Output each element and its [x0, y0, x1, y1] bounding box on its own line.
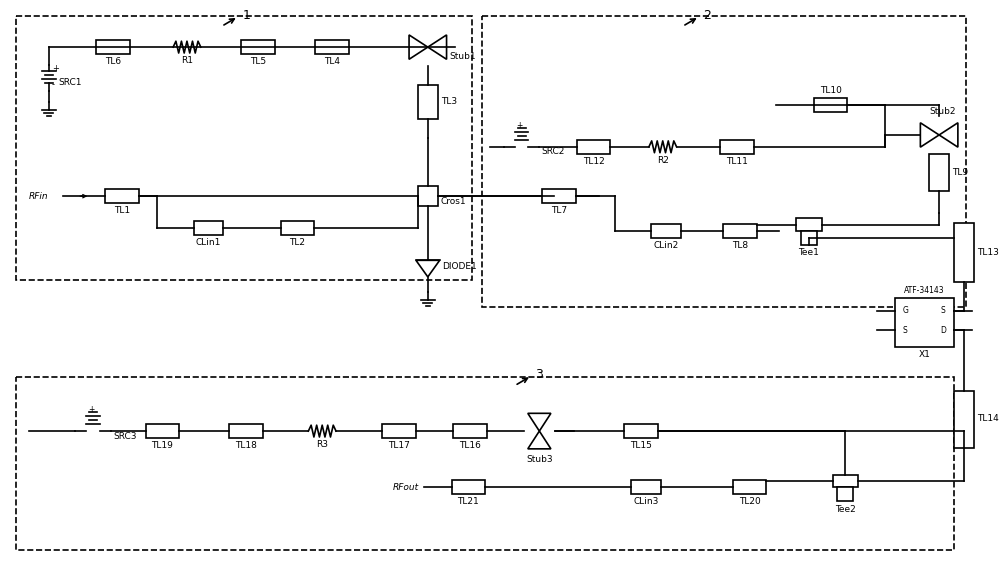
- Bar: [837, 487, 853, 501]
- Text: TL3: TL3: [441, 97, 457, 106]
- Bar: [194, 221, 223, 235]
- Text: TL4: TL4: [324, 57, 340, 66]
- Bar: [418, 84, 438, 119]
- Text: ATF-34143: ATF-34143: [904, 286, 945, 295]
- Text: CLin2: CLin2: [653, 241, 678, 250]
- Text: TL16: TL16: [459, 441, 481, 450]
- Bar: [954, 390, 974, 448]
- Text: TL10: TL10: [820, 87, 841, 96]
- Text: TL14: TL14: [977, 414, 998, 423]
- Text: CLin3: CLin3: [633, 497, 659, 506]
- Text: TL1: TL1: [114, 206, 130, 215]
- Text: D: D: [940, 326, 946, 335]
- Text: TL8: TL8: [732, 241, 748, 250]
- Bar: [651, 224, 681, 238]
- Text: TL17: TL17: [388, 441, 410, 450]
- Bar: [16, 377, 954, 549]
- Text: TL12: TL12: [583, 157, 605, 166]
- Text: 3: 3: [535, 368, 543, 381]
- Text: TL19: TL19: [151, 441, 173, 450]
- Bar: [929, 154, 949, 191]
- Bar: [733, 481, 766, 494]
- Bar: [801, 231, 817, 245]
- Bar: [315, 40, 349, 54]
- Bar: [281, 221, 314, 235]
- Text: Tee2: Tee2: [835, 505, 856, 514]
- Bar: [16, 15, 472, 280]
- Text: CLin1: CLin1: [196, 238, 221, 247]
- Text: G: G: [903, 306, 908, 315]
- Text: TL2: TL2: [290, 238, 306, 247]
- Text: TL21: TL21: [457, 497, 479, 506]
- Text: 1: 1: [242, 9, 250, 22]
- Text: TL13: TL13: [977, 248, 999, 257]
- Bar: [229, 424, 263, 438]
- Text: SRC1: SRC1: [59, 78, 82, 87]
- Text: X1: X1: [918, 350, 930, 359]
- Text: R1: R1: [181, 56, 193, 65]
- Text: R3: R3: [316, 440, 328, 449]
- Text: RFout: RFout: [393, 483, 419, 492]
- Bar: [382, 424, 416, 438]
- Text: Stub1: Stub1: [450, 52, 476, 62]
- Text: Tee1: Tee1: [798, 249, 819, 258]
- Text: S: S: [903, 326, 907, 335]
- Bar: [895, 298, 954, 347]
- Bar: [105, 189, 139, 203]
- Text: SRC2: SRC2: [541, 147, 565, 156]
- Bar: [453, 424, 487, 438]
- Text: RFin: RFin: [29, 192, 49, 201]
- Text: S: S: [940, 306, 945, 315]
- Bar: [96, 40, 130, 54]
- Bar: [482, 15, 966, 307]
- Text: +: +: [52, 64, 59, 74]
- Text: DIODE1: DIODE1: [442, 262, 476, 271]
- Bar: [833, 474, 858, 487]
- Bar: [814, 99, 847, 112]
- Text: TL20: TL20: [739, 497, 760, 506]
- Bar: [452, 481, 485, 494]
- Bar: [720, 140, 754, 154]
- Text: Stub2: Stub2: [929, 107, 956, 116]
- Bar: [577, 140, 610, 154]
- Bar: [624, 424, 658, 438]
- Text: -: -: [52, 80, 55, 89]
- Text: TL7: TL7: [551, 206, 567, 215]
- Bar: [542, 189, 576, 203]
- Text: TL15: TL15: [630, 441, 652, 450]
- Bar: [796, 218, 822, 231]
- Bar: [723, 224, 757, 238]
- Text: TL18: TL18: [235, 441, 257, 450]
- Text: TL9: TL9: [952, 168, 968, 177]
- Text: TL6: TL6: [105, 57, 121, 66]
- Text: +: +: [516, 121, 523, 129]
- Bar: [631, 481, 661, 494]
- Text: Cros1: Cros1: [441, 197, 466, 206]
- Text: Stub3: Stub3: [526, 455, 553, 464]
- Bar: [954, 223, 974, 282]
- Text: TL11: TL11: [726, 157, 748, 166]
- Text: +: +: [88, 405, 94, 414]
- Bar: [418, 186, 438, 206]
- Text: 2: 2: [703, 9, 711, 22]
- Bar: [146, 424, 179, 438]
- Text: R2: R2: [657, 156, 669, 165]
- Text: SRC3: SRC3: [113, 431, 136, 441]
- Text: TL5: TL5: [250, 57, 266, 66]
- Bar: [241, 40, 275, 54]
